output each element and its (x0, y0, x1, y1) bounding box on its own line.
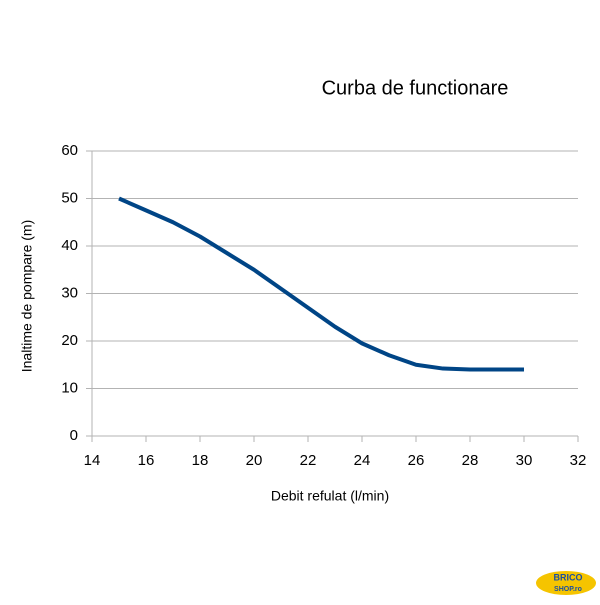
logo-text: SHOP.ro (554, 586, 582, 593)
x-tick-label: 30 (516, 452, 533, 469)
y-tick-label: 60 (61, 142, 78, 159)
x-tick-label: 26 (408, 452, 425, 469)
y-tick-label: 40 (61, 237, 78, 254)
x-tick-label: 20 (246, 452, 263, 469)
x-tick-label: 32 (570, 452, 587, 469)
x-tick-label: 16 (138, 452, 155, 469)
y-tick-label: 0 (70, 427, 78, 444)
x-tick-label: 28 (462, 452, 479, 469)
x-tick-label: 24 (354, 452, 371, 469)
y-tick-label: 50 (61, 189, 78, 206)
chart-title: Curba de functionare (322, 77, 509, 99)
logo: BRICO SHOP.ro (536, 571, 596, 595)
y-tick-label: 20 (61, 332, 78, 349)
logo-badge (536, 571, 596, 595)
x-tick-label: 22 (300, 452, 317, 469)
logo-text: BRICO (554, 572, 583, 582)
y-axis-label: Inaltime de pompare (m) (19, 220, 35, 373)
x-tick-label: 14 (84, 452, 101, 469)
y-tick-label: 30 (61, 284, 78, 301)
data-line (118, 196, 524, 372)
y-tick-label: 10 (61, 379, 78, 396)
x-axis-label: Debit refulat (l/min) (271, 488, 389, 504)
x-tick-label: 18 (192, 452, 209, 469)
